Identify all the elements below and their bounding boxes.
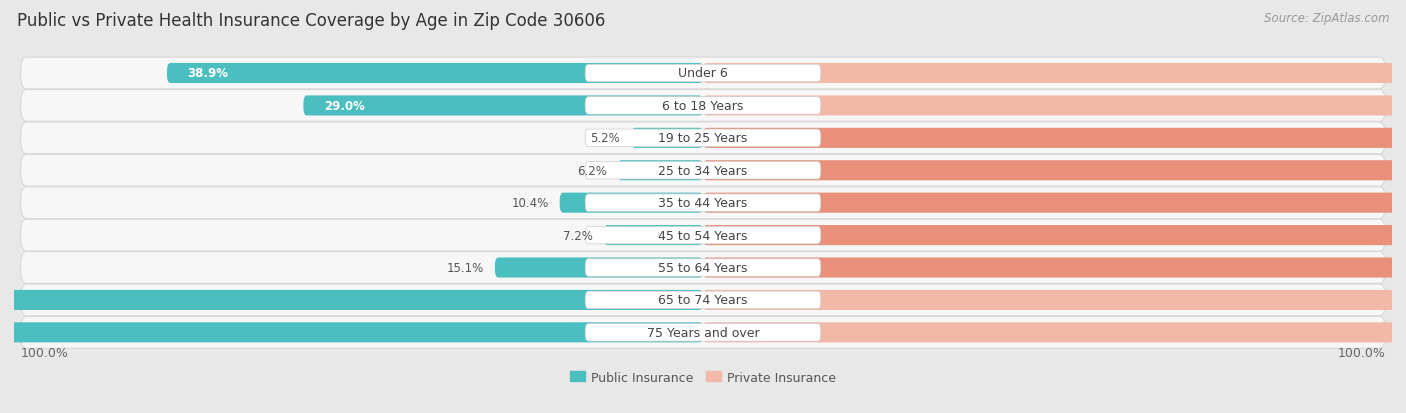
FancyBboxPatch shape xyxy=(703,323,1406,342)
Text: 29.0%: 29.0% xyxy=(325,100,366,113)
Text: 75 Years and over: 75 Years and over xyxy=(647,326,759,339)
FancyBboxPatch shape xyxy=(703,290,1406,310)
Text: 15.1%: 15.1% xyxy=(447,261,484,274)
FancyBboxPatch shape xyxy=(585,195,821,212)
Text: 45 to 54 Years: 45 to 54 Years xyxy=(658,229,748,242)
FancyBboxPatch shape xyxy=(585,259,821,277)
FancyBboxPatch shape xyxy=(703,225,1406,246)
FancyBboxPatch shape xyxy=(21,123,1385,154)
FancyBboxPatch shape xyxy=(21,317,1385,349)
FancyBboxPatch shape xyxy=(21,285,1385,316)
FancyBboxPatch shape xyxy=(495,258,703,278)
FancyBboxPatch shape xyxy=(167,64,703,84)
FancyBboxPatch shape xyxy=(585,97,821,115)
FancyBboxPatch shape xyxy=(617,161,703,181)
Legend: Public Insurance, Private Insurance: Public Insurance, Private Insurance xyxy=(565,366,841,389)
FancyBboxPatch shape xyxy=(304,96,703,116)
FancyBboxPatch shape xyxy=(703,258,1406,278)
FancyBboxPatch shape xyxy=(21,188,1385,219)
Text: 100.0%: 100.0% xyxy=(1337,346,1385,359)
Text: 10.4%: 10.4% xyxy=(512,197,548,210)
Text: 5.2%: 5.2% xyxy=(591,132,620,145)
FancyBboxPatch shape xyxy=(703,161,1406,181)
Text: 55 to 64 Years: 55 to 64 Years xyxy=(658,261,748,274)
Text: 65 to 74 Years: 65 to 74 Years xyxy=(658,294,748,307)
FancyBboxPatch shape xyxy=(703,64,1406,84)
Text: 19 to 25 Years: 19 to 25 Years xyxy=(658,132,748,145)
Text: Under 6: Under 6 xyxy=(678,67,728,80)
FancyBboxPatch shape xyxy=(0,290,703,310)
Text: Source: ZipAtlas.com: Source: ZipAtlas.com xyxy=(1264,12,1389,25)
Text: 7.2%: 7.2% xyxy=(562,229,593,242)
FancyBboxPatch shape xyxy=(703,128,1406,149)
Text: 38.9%: 38.9% xyxy=(187,67,229,80)
FancyBboxPatch shape xyxy=(21,220,1385,252)
Text: 25 to 34 Years: 25 to 34 Years xyxy=(658,164,748,177)
FancyBboxPatch shape xyxy=(21,90,1385,122)
FancyBboxPatch shape xyxy=(0,323,703,342)
FancyBboxPatch shape xyxy=(703,96,1406,116)
Text: 35 to 44 Years: 35 to 44 Years xyxy=(658,197,748,210)
FancyBboxPatch shape xyxy=(21,155,1385,187)
Text: 6 to 18 Years: 6 to 18 Years xyxy=(662,100,744,113)
FancyBboxPatch shape xyxy=(560,193,703,213)
FancyBboxPatch shape xyxy=(703,193,1406,213)
Text: Public vs Private Health Insurance Coverage by Age in Zip Code 30606: Public vs Private Health Insurance Cover… xyxy=(17,12,605,30)
FancyBboxPatch shape xyxy=(585,65,821,83)
FancyBboxPatch shape xyxy=(585,292,821,309)
Text: 100.0%: 100.0% xyxy=(21,346,69,359)
FancyBboxPatch shape xyxy=(21,58,1385,90)
FancyBboxPatch shape xyxy=(603,225,703,246)
FancyBboxPatch shape xyxy=(585,324,821,341)
Text: 6.2%: 6.2% xyxy=(576,164,606,177)
FancyBboxPatch shape xyxy=(585,162,821,180)
FancyBboxPatch shape xyxy=(585,227,821,244)
FancyBboxPatch shape xyxy=(585,130,821,147)
FancyBboxPatch shape xyxy=(631,128,703,149)
FancyBboxPatch shape xyxy=(21,252,1385,284)
